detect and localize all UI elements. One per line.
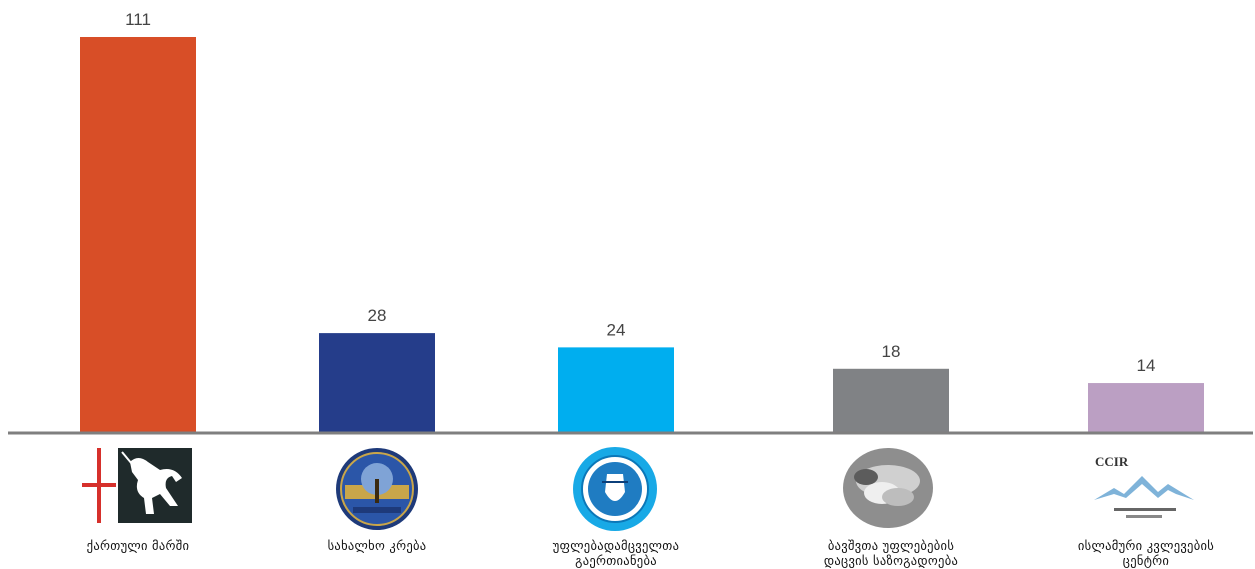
bar-2 xyxy=(319,333,435,433)
ccir-logo-text: CCIR xyxy=(1095,454,1129,469)
category-label-line: ქართული მარში xyxy=(86,538,190,553)
bars-group xyxy=(80,37,1204,433)
peoples-assembly-logo xyxy=(336,448,418,530)
category-label-line: გაერთიანება xyxy=(575,553,657,568)
bar-3 xyxy=(558,347,674,433)
category-label-1: ქართული მარში xyxy=(38,538,238,553)
category-label-4: ბავშვთა უფლებების დაცვის საზოგადოება xyxy=(791,538,991,568)
category-label-line: ისლამური კვლევების xyxy=(1077,538,1215,553)
category-label-line: დაცვის საზოგადოება xyxy=(823,553,959,568)
value-label-1: 111 xyxy=(125,10,151,29)
category-label-line: ბავშვთა უფლებების xyxy=(827,538,955,553)
category-label-line: უფლებადამცველთა xyxy=(552,538,680,553)
bar-4 xyxy=(833,368,949,433)
value-label-4: 18 xyxy=(882,342,901,361)
childrens-rights-logo xyxy=(843,448,933,528)
value-labels-group: 111 28 24 18 14 xyxy=(125,10,1155,375)
category-label-2: სახალხო კრება xyxy=(277,538,477,553)
category-label-3: უფლებადამცველთა გაერთიანება xyxy=(516,538,716,568)
bar-1 xyxy=(80,37,196,433)
category-label-line: ცენტრი xyxy=(1122,553,1170,568)
value-label-5: 14 xyxy=(1137,356,1156,375)
bar-5 xyxy=(1088,383,1204,433)
value-label-2: 28 xyxy=(368,306,387,325)
category-label-5: ისლამური კვლევების ცენტრი xyxy=(1046,538,1246,568)
ccir-logo: CCIR xyxy=(1094,454,1194,518)
rights-defenders-logo xyxy=(573,447,657,531)
value-label-3: 24 xyxy=(607,320,626,339)
category-label-line: სახალხო კრება xyxy=(327,538,427,553)
georgian-march-logo xyxy=(82,448,192,523)
